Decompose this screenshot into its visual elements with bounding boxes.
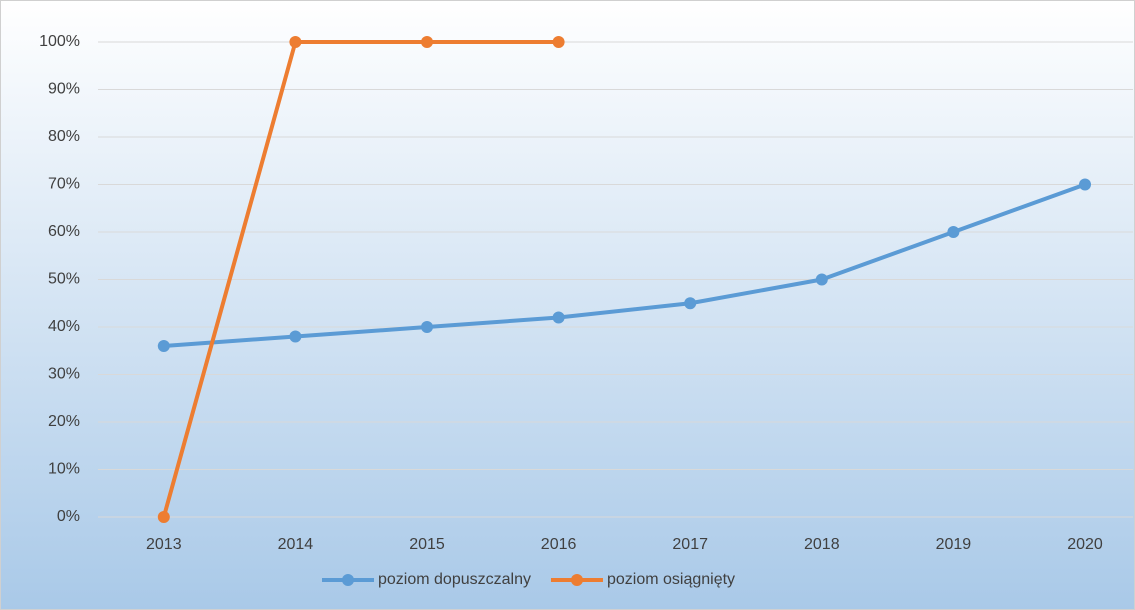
x-tick-label: 2015 — [409, 536, 445, 553]
y-tick-label: 40% — [48, 318, 80, 335]
x-tick-label: 2013 — [146, 536, 182, 553]
x-tick-label: 2017 — [672, 536, 708, 553]
y-tick-label: 70% — [48, 176, 80, 193]
x-tick-label: 2018 — [804, 536, 840, 553]
data-point — [157, 511, 170, 523]
data-point — [157, 340, 170, 352]
series-line — [161, 40, 559, 518]
data-point — [1079, 178, 1091, 191]
x-tick-label: 2014 — [278, 536, 314, 553]
x-tick-label: 2016 — [541, 536, 577, 553]
data-point — [684, 297, 697, 310]
data-point — [289, 330, 302, 343]
data-point — [552, 36, 565, 48]
y-tick-label: 10% — [48, 461, 80, 478]
data-point — [552, 311, 565, 324]
data-point — [815, 273, 828, 286]
legend-marker — [570, 574, 583, 586]
data-point — [947, 226, 960, 238]
y-tick-label: 60% — [48, 223, 80, 240]
y-tick-label: 100% — [39, 33, 80, 50]
x-tick-label: 2020 — [1067, 536, 1103, 553]
legend-label: poziom osiągnięty — [607, 571, 735, 588]
y-tick-label: 20% — [48, 413, 80, 430]
legend-label: poziom dopuszczalny — [378, 571, 531, 588]
y-tick-label: 50% — [48, 271, 80, 288]
data-point — [421, 36, 433, 48]
data-point — [421, 321, 433, 333]
data-point — [289, 36, 302, 48]
series-line — [163, 182, 1086, 348]
x-tick-label: 2019 — [936, 536, 972, 553]
y-tick-label: 30% — [48, 366, 80, 383]
y-tick-label: 90% — [48, 81, 80, 98]
y-tick-label: 80% — [48, 128, 80, 145]
legend-marker — [342, 574, 354, 586]
y-tick-label: 0% — [57, 508, 80, 525]
